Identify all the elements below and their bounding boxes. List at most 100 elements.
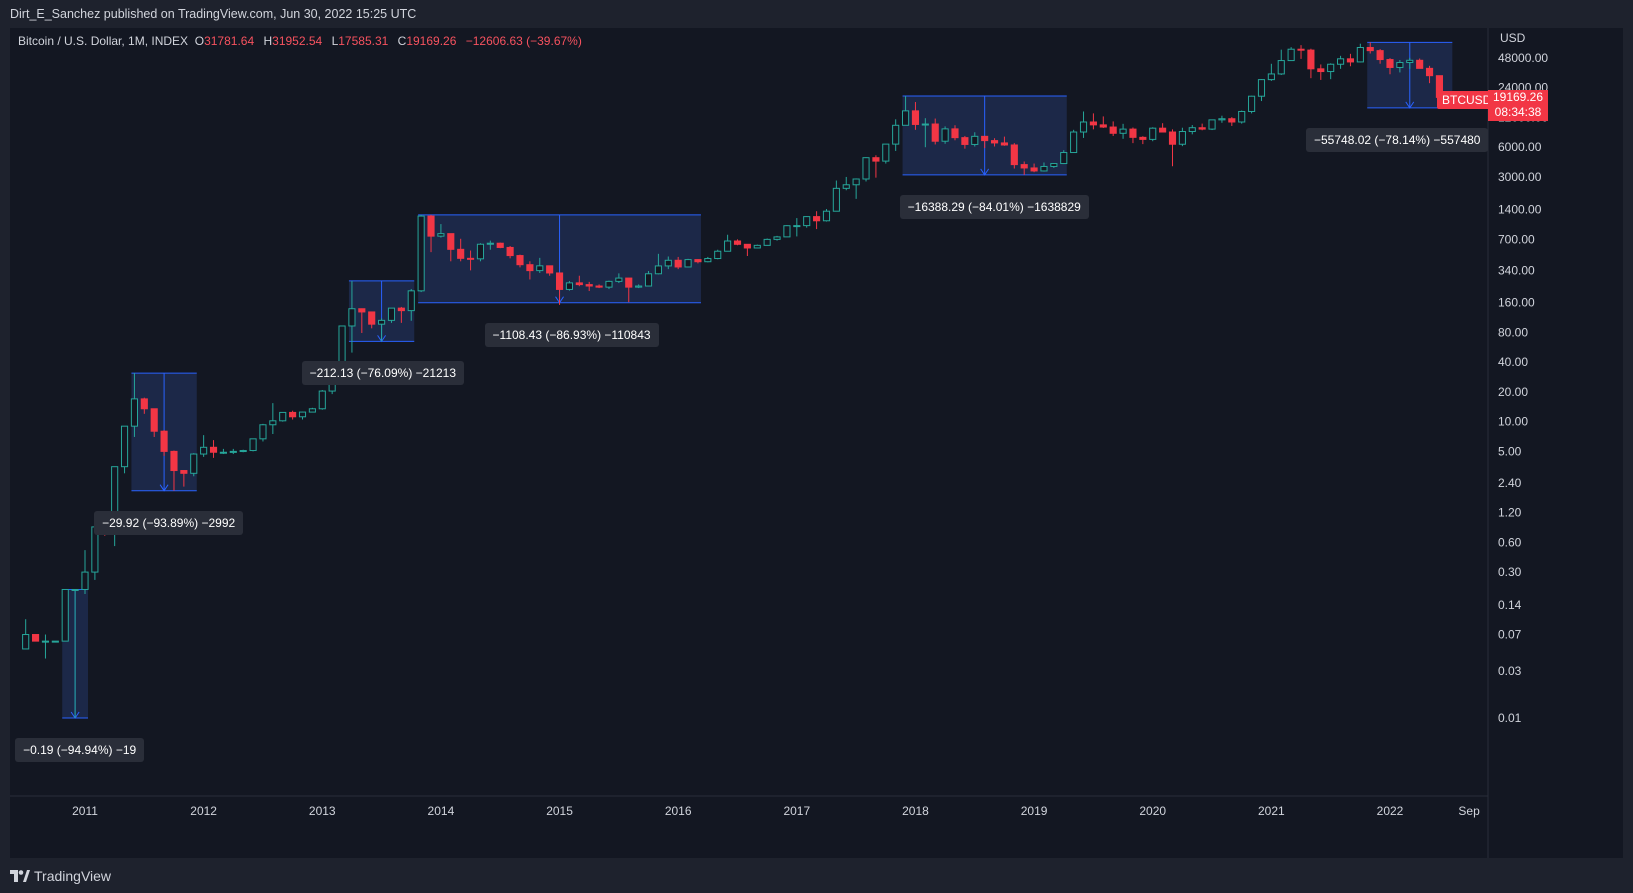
candle-body-2022-05 [1425, 67, 1434, 77]
candle-body-2013-04 [348, 308, 356, 327]
candle-body-2018-01 [911, 110, 920, 125]
candle-body-2021-06 [1317, 68, 1325, 73]
candle-body-2019-07 [1089, 121, 1097, 126]
time-tick: 2014 [428, 804, 455, 818]
candle-body-2021-07 [1327, 63, 1335, 73]
candle-body-2014-09 [516, 255, 524, 266]
candle-body-2012-10 [289, 411, 297, 418]
candle-body-2011-11 [180, 470, 188, 474]
candle-body-2020-06 [1198, 127, 1206, 130]
candle-body-2016-10 [763, 238, 771, 246]
candle-body-2015-07 [615, 277, 623, 282]
candle-body-2020-12 [1257, 79, 1266, 97]
candle-body-2018-09 [990, 140, 999, 144]
candle-body-2011-08 [150, 408, 158, 432]
tradingview-logo[interactable]: TradingView [10, 868, 111, 884]
candle-body-2021-05 [1307, 49, 1315, 70]
candle-body-2015-02 [565, 282, 573, 290]
measure-label-4: −16388.29 (−84.01%) −1638829 [899, 194, 1089, 219]
candle-body-2017-02 [803, 216, 811, 227]
price-tick: 20.00 [1498, 385, 1528, 399]
candle-body-2011-07 [140, 398, 148, 410]
candle-body-2019-12 [1139, 136, 1147, 140]
candle-body-2018-03 [931, 123, 939, 142]
candle-body-2020-07 [1208, 119, 1216, 130]
candle-body-2012-12 [308, 408, 316, 413]
candle-body-2019-05 [1070, 131, 1078, 154]
candle-body-2011-01 [81, 571, 89, 590]
candle-body-2016-07 [733, 240, 742, 245]
candle-body-2018-07 [971, 135, 979, 145]
price-tick: 0.07 [1498, 628, 1522, 642]
candle-body-2016-11 [773, 236, 781, 240]
candle-body-2014-07 [496, 242, 504, 248]
candle-body-2015-10 [644, 273, 653, 287]
price-tick: 48000.00 [1498, 51, 1548, 65]
candle-body-2018-06 [961, 137, 969, 145]
time-tick: 2012 [190, 804, 217, 818]
candle-body-2017-06 [842, 184, 850, 189]
candle-body-2020-10 [1238, 110, 1246, 123]
price-tick: 1400.00 [1498, 203, 1542, 217]
measure-label-1: −29.92 (−93.89%) −2992 [94, 510, 244, 535]
candle-body-2017-08 [862, 157, 870, 180]
candle-body-2012-05 [239, 450, 247, 453]
candle-body-2020-09 [1228, 118, 1236, 123]
measure-arrow-4 [980, 168, 990, 176]
candle-body-2013-06 [368, 311, 376, 325]
candle-body-2014-01 [437, 233, 445, 237]
candle-body-2016-12 [783, 225, 791, 238]
candle-body-2016-09 [753, 244, 761, 249]
candle-body-2015-03 [575, 282, 583, 286]
candle-body-2012-02 [209, 446, 218, 453]
time-tick: 2022 [1377, 804, 1404, 818]
chart-frame[interactable]: USD48000.0024000.0012000.006000.003000.0… [10, 28, 1623, 858]
candlestick-chart[interactable]: USD48000.0024000.0012000.006000.003000.0… [10, 28, 1623, 858]
candle-body-2017-01 [793, 225, 801, 228]
tradingview-brand: TradingView [34, 867, 112, 884]
candle-body-2013-07 [378, 319, 386, 325]
candle-body-2020-11 [1248, 95, 1256, 112]
legend-symbol: Bitcoin / U.S. Dollar, 1M, INDEX [18, 34, 189, 48]
candle-body-2010-07 [22, 634, 30, 650]
candle-body-2017-09 [872, 157, 880, 162]
price-tick: 0.03 [1498, 664, 1522, 678]
candle-body-2013-01 [318, 390, 326, 410]
candle-body-2015-01 [555, 272, 564, 290]
candle-body-2013-11 [417, 215, 425, 292]
candle-body-2017-07 [852, 178, 860, 186]
candle-body-2021-12 [1376, 50, 1384, 61]
symbol-badge: BTCUSD [1437, 91, 1497, 109]
legend-high-label: H [263, 34, 273, 48]
time-tick: 2018 [902, 804, 929, 818]
legend-open-label: O [194, 34, 205, 48]
candle-body-2019-01 [1030, 167, 1038, 172]
measure-arrow-5 [1405, 101, 1415, 109]
legend-low: 17585.31 [338, 34, 389, 48]
price-tick: 10.00 [1498, 415, 1528, 429]
candle-body-2013-10 [407, 290, 415, 312]
price-tick: 80.00 [1498, 325, 1528, 339]
candle-body-2015-05 [595, 285, 603, 288]
legend-low-label: L [331, 34, 339, 48]
price-axis-currency: USD [1500, 31, 1526, 45]
candle-body-2017-04 [822, 210, 831, 222]
candle-body-2010-08 [32, 634, 40, 642]
candle-body-2011-05 [120, 425, 129, 468]
candle-body-2015-11 [654, 265, 662, 275]
candle-body-2018-12 [1020, 164, 1028, 169]
price-tick: 0.01 [1498, 711, 1522, 725]
candle-body-2012-04 [229, 450, 237, 453]
candle-body-2013-08 [387, 307, 396, 321]
candle-body-2020-04 [1178, 131, 1186, 145]
ohlc-legend: Bitcoin / U.S. Dollar, 1M, INDEX O31781.… [18, 34, 588, 48]
candle-body-2012-07 [259, 424, 267, 440]
time-tick: 2011 [72, 804, 98, 818]
candle-body-2014-06 [486, 242, 494, 245]
candle-body-2019-03 [1050, 163, 1058, 167]
legend-close: 19169.26 [406, 34, 457, 48]
tradingview-logo-icon [10, 869, 30, 882]
candle-body-2019-11 [1129, 128, 1137, 138]
plot-area [10, 28, 1488, 796]
candle-body-2018-10 [1000, 142, 1008, 146]
